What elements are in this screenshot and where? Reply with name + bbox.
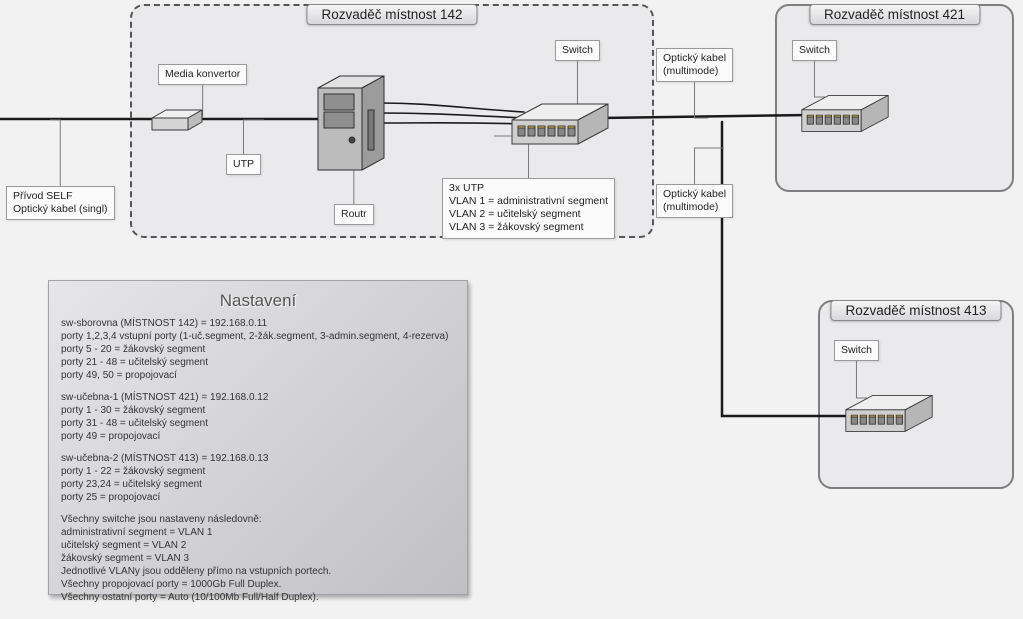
settings-line: porty 25 = propojovací xyxy=(61,491,455,504)
label-utp3: 3x UTPVLAN 1 = administrativní segmentVL… xyxy=(442,178,615,239)
device-switch-421 xyxy=(800,90,890,142)
cable-sw421-down xyxy=(722,122,850,416)
settings-line: porty 31 - 48 = učitelský segment xyxy=(61,417,455,430)
device-router xyxy=(314,70,388,181)
settings-panel: Nastavení sw-sborovna (MÍSTNOST 142) = 1… xyxy=(48,280,468,595)
label-privod: Přívod SELFOptický kabel (singl) xyxy=(6,186,115,220)
settings-line: Jednotlivé VLANy jsou odděleny přímo na … xyxy=(61,565,455,578)
label-optMulti1: Optický kabel(multimode) xyxy=(656,48,733,82)
settings-line: porty 21 - 48 = učitelský segment xyxy=(61,356,455,369)
settings-body: sw-sborovna (MÍSTNOST 142) = 192.168.0.1… xyxy=(61,317,455,604)
settings-line: žákovský segment = VLAN 3 xyxy=(61,552,455,565)
cable-router-sw-mid xyxy=(380,113,524,118)
label-switch421: Switch xyxy=(792,40,837,61)
settings-line: Všechny switche jsou nastaveny následovn… xyxy=(61,513,455,526)
settings-line: Všechny ostatní porty = Auto (10/100Mb F… xyxy=(61,591,455,604)
label-optMulti2: Optický kabel(multimode) xyxy=(656,184,733,218)
device-switch-413 xyxy=(844,390,934,442)
settings-line: sw-učebna-2 (MÍSTNOST 413) = 192.168.0.1… xyxy=(61,452,455,465)
cable-router-sw-bot xyxy=(380,123,524,124)
settings-line: porty 49, 50 = propojovací xyxy=(61,369,455,382)
settings-title: Nastavení xyxy=(61,291,455,311)
settings-line: Všechny propojovací porty = 1000Gb Full … xyxy=(61,578,455,591)
label-mediaKonv: Media konvertor xyxy=(158,64,247,85)
settings-line: porty 23,24 = učitelský segment xyxy=(61,478,455,491)
settings-line: porty 5 - 20 = žákovský segment xyxy=(61,343,455,356)
label-switch413: Switch xyxy=(834,340,879,361)
device-switch-142 xyxy=(510,98,610,155)
label-switch142: Switch xyxy=(555,40,600,61)
settings-line: učitelský segment = VLAN 2 xyxy=(61,539,455,552)
callout-utp xyxy=(244,120,265,154)
callout-optMulti1 xyxy=(695,82,708,118)
settings-line: porty 1 - 30 = žákovský segment xyxy=(61,404,455,417)
settings-line: administrativní segment = VLAN 1 xyxy=(61,526,455,539)
callout-privod xyxy=(50,120,60,186)
label-routr: Routr xyxy=(334,204,374,225)
settings-line: sw-učebna-1 (MÍSTNOST 421) = 192.168.0.1… xyxy=(61,391,455,404)
cable-router-sw-top xyxy=(380,103,524,112)
callout-optMulti2 xyxy=(695,148,724,184)
settings-line: porty 1 - 22 = žákovský segment xyxy=(61,465,455,478)
settings-line: sw-sborovna (MÍSTNOST 142) = 192.168.0.1… xyxy=(61,317,455,330)
settings-line: porty 49 = propojovací xyxy=(61,430,455,443)
settings-line: porty 1,2,3,4 vstupní porty (1-uč.segmen… xyxy=(61,330,455,343)
device-media-convertor xyxy=(150,106,204,137)
label-utp: UTP xyxy=(226,154,261,175)
